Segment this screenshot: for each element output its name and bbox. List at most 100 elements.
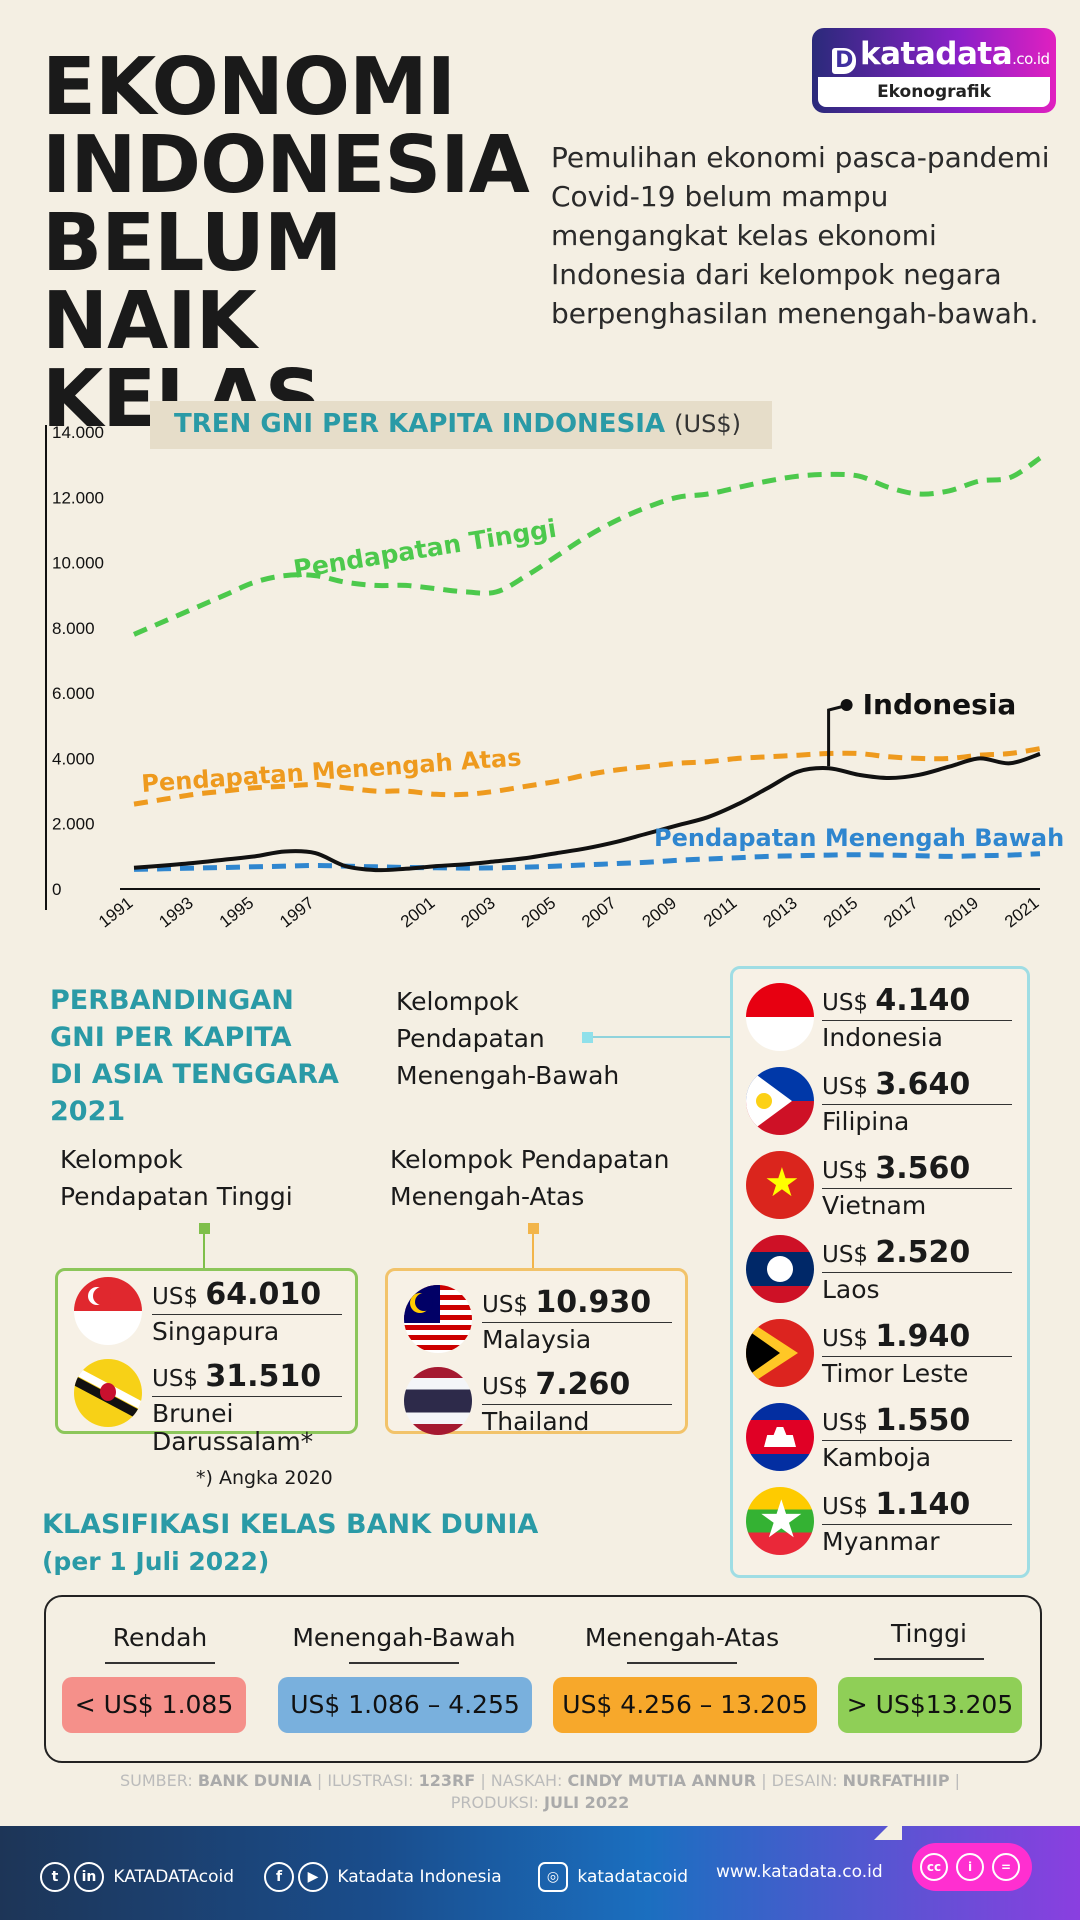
high-income-list: US$ 64.010 Singapura US$ 31.510 Brunei D…: [72, 1277, 344, 1456]
y-tick-label: 2.000: [52, 815, 95, 834]
currency: US$: [822, 1326, 869, 1352]
country-name: Vietnam: [822, 1191, 927, 1220]
footer-social-facebook[interactable]: f ▶ Katadata Indonesia: [264, 1862, 502, 1892]
y-tick-label: 8.000: [52, 619, 95, 638]
malaysia-flag-icon: [404, 1285, 472, 1353]
comparison-title-line: PERBANDINGAN: [50, 985, 294, 1016]
nd-icon: =: [992, 1853, 1020, 1881]
gni-value: 10.930: [535, 1285, 652, 1320]
credit-label: PRODUKSI:: [450, 1793, 545, 1812]
gni-value: 1.940: [875, 1319, 971, 1354]
y-tick-label: 10.000: [52, 554, 104, 573]
currency: US$: [822, 1074, 869, 1100]
series-label-indonesia: Indonesia: [863, 688, 1017, 721]
class-range-pill: US$ 1.086 – 4.255: [278, 1677, 532, 1733]
y-tick-label: 6.000: [52, 684, 95, 703]
credit-label: | NASKAH:: [475, 1771, 568, 1790]
gni-value: 7.260: [535, 1367, 631, 1402]
footer-instagram: katadatacoid: [577, 1867, 689, 1887]
currency: US$: [482, 1374, 529, 1400]
y-tick-label: 0: [52, 880, 61, 899]
footer-social-instagram[interactable]: ◎ katadatacoid: [538, 1862, 688, 1892]
indonesia-callout-dot: [840, 699, 853, 711]
divider: [822, 1188, 1012, 1189]
intro-text: Pemulihan ekonomi pasca-pandemi Covid-19…: [551, 141, 1050, 330]
credits-line: SUMBER: BANK DUNIA | ILUSTRASI: 123RF | …: [80, 1770, 1000, 1792]
title-line: BELUM: [42, 197, 342, 289]
comparison-title-line: GNI PER KAPITA: [50, 1022, 292, 1053]
credit-label: | DESAIN:: [756, 1771, 843, 1790]
country-entry: US$ 1.550 Kamboja: [822, 1403, 1012, 1472]
gni-value: 2.520: [875, 1235, 971, 1270]
divider: [822, 1272, 1012, 1273]
footer-name: Katadata Indonesia: [337, 1867, 502, 1887]
classification-title: KLASIFIKASI KELAS BANK DUNIA (per 1 Juli…: [42, 1506, 538, 1580]
country-name: Brunei Darussalam*: [152, 1399, 314, 1456]
footnote: *) Angka 2020: [196, 1467, 333, 1489]
series-line-bawah: [133, 851, 1041, 872]
timor-leste-flag-icon: [746, 1319, 814, 1387]
class-name: Rendah: [112, 1623, 208, 1652]
facebook-icon: f: [264, 1862, 294, 1892]
credit-value: NURFATHIIP: [842, 1771, 950, 1790]
class-range-pill: < US$ 1.085: [62, 1677, 246, 1733]
series-label-bawah: Pendapatan Menengah Bawah: [654, 824, 1064, 852]
katadata-d-icon: D: [832, 48, 856, 74]
linkedin-icon: in: [74, 1862, 104, 1892]
youtube-icon: ▶: [298, 1862, 328, 1892]
chart-title-text: TREN GNI PER KAPITA INDONESIA: [174, 409, 666, 439]
group-label-line: Menengah-Bawah: [396, 1061, 620, 1090]
classification-subtitle: (per 1 Juli 2022): [42, 1547, 270, 1576]
series-line-tinggi: [132, 456, 1042, 637]
myanmar-flag-icon: ★: [746, 1487, 814, 1555]
classification-box: Rendah < US$ 1.085 Menengah-Bawah US$ 1.…: [44, 1595, 1042, 1763]
currency: US$: [822, 1494, 869, 1520]
currency: US$: [152, 1284, 199, 1310]
credits: SUMBER: BANK DUNIA | ILUSTRASI: 123RF | …: [80, 1770, 1000, 1814]
philippines-flag-icon: [746, 1067, 814, 1135]
group-label-line: Pendapatan Tinggi: [60, 1182, 293, 1211]
country-entry: US$ 3.560 Vietnam: [822, 1151, 1012, 1220]
title-line: INDONESIA: [42, 119, 530, 211]
laos-flag-icon: [746, 1235, 814, 1303]
country-entry: US$ 1.140 Myanmar: [822, 1487, 1012, 1556]
country-name: Laos: [822, 1275, 880, 1304]
footer-social-twitter[interactable]: t in KATADATAcoid: [40, 1862, 234, 1892]
group-label-line: Pendapatan: [396, 1024, 545, 1053]
country-entry: US$ 4.140 Indonesia: [822, 983, 1012, 1052]
chart-title-box: TREN GNI PER KAPITA INDONESIA (US$): [150, 401, 772, 449]
country-name: Timor Leste: [822, 1359, 969, 1388]
country-entry: US$ 1.940 Timor Leste: [822, 1319, 1012, 1388]
footer-notch: [874, 1812, 902, 1840]
divider: [822, 1524, 1012, 1525]
series-line-atas: [133, 746, 1041, 807]
high-connector-marker: [199, 1223, 210, 1234]
class-menengah-atas: Menengah-Atas: [550, 1623, 814, 1664]
gni-value: 1.550: [875, 1403, 971, 1438]
country-entry: US$ 31.510 Brunei Darussalam*: [152, 1359, 342, 1456]
divider: [822, 1356, 1012, 1357]
footer-website-link[interactable]: www.katadata.co.id: [716, 1862, 883, 1882]
title-line: EKONOMI: [42, 41, 456, 133]
logo-suffix: .co.id: [1012, 50, 1050, 68]
currency: US$: [152, 1366, 199, 1392]
class-tinggi: Tinggi: [834, 1619, 1024, 1660]
divider: [105, 1662, 215, 1664]
credit-value: JULI 2022: [544, 1793, 630, 1812]
chart-unit: (US$): [674, 410, 741, 438]
country-name: Filipina: [822, 1107, 910, 1136]
divider: [874, 1658, 984, 1660]
group-label-line: Kelompok Pendapatan: [390, 1145, 670, 1174]
credit-value: BANK DUNIA: [197, 1771, 312, 1790]
divider: [152, 1396, 342, 1397]
high-group-label: Kelompok Pendapatan Tinggi: [60, 1141, 293, 1215]
classification-heading: KLASIFIKASI KELAS BANK DUNIA: [42, 1509, 539, 1540]
gni-value: 4.140: [875, 983, 971, 1018]
country-name: Thailand: [482, 1407, 590, 1436]
gni-value: 64.010: [205, 1277, 322, 1312]
credit-label: |: [949, 1771, 961, 1790]
y-tick-label: 4.000: [52, 749, 95, 768]
currency: US$: [822, 1158, 869, 1184]
country-name: Singapura: [152, 1317, 280, 1346]
